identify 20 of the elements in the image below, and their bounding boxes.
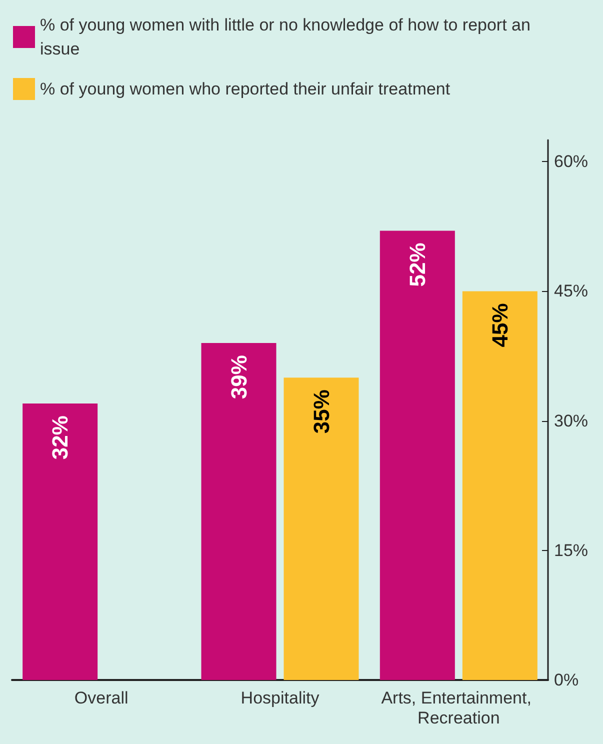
data-label: 32% <box>48 416 73 460</box>
bar <box>462 291 538 680</box>
bar <box>22 404 98 680</box>
data-label: 35% <box>308 390 334 434</box>
x-tick-label: Hospitality <box>240 688 320 708</box>
bar <box>284 378 359 680</box>
y-tick-label: 0% <box>554 670 579 690</box>
data-label: 39% <box>226 355 252 400</box>
bar <box>201 343 276 680</box>
y-tick-label: 15% <box>554 540 588 560</box>
data-label: 52% <box>404 242 430 287</box>
y-tick-label: 30% <box>554 411 588 430</box>
y-tick-label: 45% <box>554 282 588 301</box>
x-tick-label: Overall <box>74 688 128 708</box>
data-label: 45% <box>487 303 512 348</box>
bar <box>380 230 455 680</box>
legend-label: % of young women with little or no knowledge of how to report an issue <box>40 16 536 58</box>
x-tick-label: Arts, Entertainment, Recreation <box>381 688 536 728</box>
y-tick-label: 60% <box>554 152 588 172</box>
legend-label: % of young women who reported their unfair treatment <box>40 80 450 98</box>
